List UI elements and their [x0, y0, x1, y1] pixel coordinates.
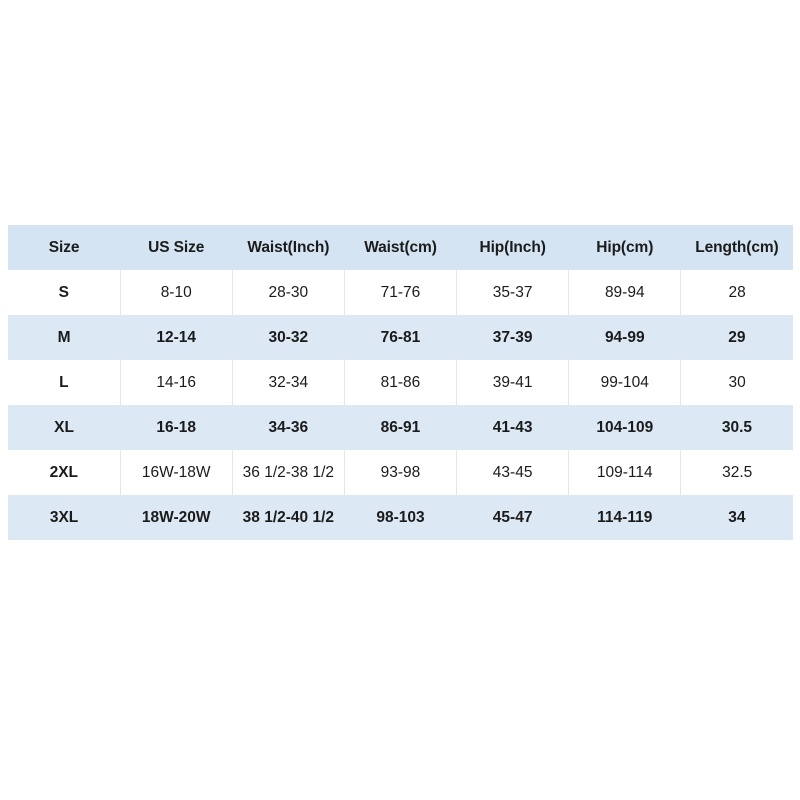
cell-waist-inch: 34-36 — [268, 418, 309, 436]
column-header-length-cm: Length(cm) — [695, 238, 779, 256]
cell-waist-cm: 98-103 — [376, 508, 425, 526]
size-chart-header: Size US Size Waist(Inch) Waist(cm) Hip(I… — [8, 225, 793, 270]
size-chart-body: S 8-10 28-30 71-76 35-37 89-94 28 M 12-1… — [8, 270, 793, 540]
cell-waist-cm: 71-76 — [343, 270, 457, 315]
cell-hip-cm: 104-109 — [596, 418, 654, 436]
cell-waist-cm: 76-81 — [380, 328, 421, 346]
cell-hip-inch: 45-47 — [492, 508, 533, 526]
cell-size: M — [57, 328, 71, 346]
table-row: 3XL 18W-20W 38 1/2-40 1/2 98-103 45-47 1… — [8, 495, 793, 540]
cell-hip-cm: 99-104 — [568, 360, 681, 405]
table-row: 2XL 16W-18W 36 1/2-38 1/2 93-98 43-45 10… — [8, 450, 793, 495]
column-header-hip-cm: Hip(cm) — [596, 238, 654, 256]
cell-us-size: 18W-20W — [141, 508, 211, 526]
cell-waist-inch: 30-32 — [268, 328, 309, 346]
cell-size: XL — [54, 418, 74, 436]
cell-waist-inch: 32-34 — [231, 360, 345, 405]
cell-hip-inch: 35-37 — [456, 270, 569, 315]
cell-waist-cm: 81-86 — [343, 360, 457, 405]
cell-hip-inch: 41-43 — [492, 418, 533, 436]
cell-length-cm: 30.5 — [721, 418, 752, 436]
cell-size: 2XL — [49, 463, 79, 481]
cell-length-cm: 32.5 — [680, 450, 793, 495]
cell-hip-inch: 43-45 — [456, 450, 569, 495]
column-header-waist-cm: Waist(cm) — [364, 238, 437, 256]
cell-waist-inch: 28-30 — [231, 270, 345, 315]
table-row: M 12-14 30-32 76-81 37-39 94-99 29 — [8, 315, 793, 360]
cell-waist-cm: 86-91 — [380, 418, 421, 436]
column-header-waist-inch: Waist(Inch) — [247, 238, 330, 256]
cell-size: L — [59, 373, 69, 391]
cell-us-size: 16W-18W — [119, 450, 233, 495]
cell-hip-inch: 37-39 — [492, 328, 533, 346]
table-header-row: Size US Size Waist(Inch) Waist(cm) Hip(I… — [8, 225, 793, 270]
column-header-size: Size — [48, 238, 80, 256]
cell-waist-inch: 36 1/2-38 1/2 — [231, 450, 345, 495]
table-row: L 14-16 32-34 81-86 39-41 99-104 30 — [8, 360, 793, 405]
cell-length-cm: 34 — [728, 508, 746, 526]
cell-us-size: 12-14 — [156, 328, 197, 346]
cell-waist-cm: 93-98 — [343, 450, 457, 495]
size-chart-table: Size US Size Waist(Inch) Waist(cm) Hip(I… — [8, 225, 793, 540]
cell-us-size: 14-16 — [119, 360, 233, 405]
column-header-hip-inch: Hip(Inch) — [479, 238, 546, 256]
cell-hip-cm: 94-99 — [604, 328, 645, 346]
cell-us-size: 16-18 — [156, 418, 197, 436]
cell-us-size: 8-10 — [119, 270, 233, 315]
cell-length-cm: 29 — [728, 328, 746, 346]
cell-size: 3XL — [49, 508, 79, 526]
table-row: XL 16-18 34-36 86-91 41-43 104-109 30.5 — [8, 405, 793, 450]
column-header-us-size: US Size — [148, 238, 205, 256]
size-chart-container: Size US Size Waist(Inch) Waist(cm) Hip(I… — [8, 225, 793, 540]
cell-length-cm: 30 — [680, 360, 793, 405]
cell-size: S — [58, 283, 69, 301]
cell-length-cm: 28 — [680, 270, 793, 315]
cell-hip-cm: 114-119 — [597, 508, 653, 526]
cell-hip-cm: 109-114 — [568, 450, 681, 495]
cell-waist-inch: 38 1/2-40 1/2 — [242, 508, 335, 526]
table-row: S 8-10 28-30 71-76 35-37 89-94 28 — [8, 270, 793, 315]
cell-hip-cm: 89-94 — [568, 270, 681, 315]
cell-hip-inch: 39-41 — [456, 360, 569, 405]
